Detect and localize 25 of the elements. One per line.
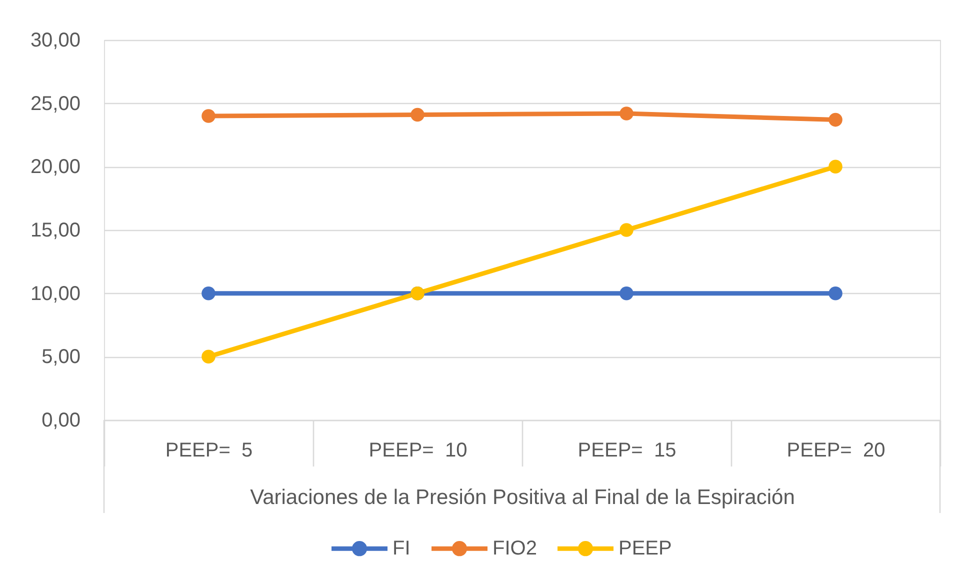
legend-label: FIO2 xyxy=(492,538,537,560)
point xyxy=(202,350,216,364)
y-tick-label: 10,00 xyxy=(30,282,80,305)
x-tick-label: PEEP= 15 xyxy=(578,440,676,462)
x-axis-title: Variaciones de la Presión Positiva al Final de la Espiración xyxy=(250,486,795,510)
point xyxy=(620,286,634,300)
x-tick-label: PEEP= 20 xyxy=(786,440,886,462)
x-tick-label: PEEP= 5 xyxy=(165,440,253,462)
point xyxy=(828,112,842,127)
y-tick-label: 15,00 xyxy=(30,220,80,242)
point xyxy=(828,286,842,300)
x-tick-label: PEEP= 10 xyxy=(368,440,468,462)
legend-label: FI xyxy=(392,538,410,560)
legend-label: PEEP xyxy=(618,538,672,560)
point xyxy=(202,109,216,123)
point xyxy=(620,223,634,237)
point xyxy=(410,108,424,122)
y-tick-label: 30,00 xyxy=(30,30,80,52)
y-tick-label: 25,00 xyxy=(30,92,80,115)
point xyxy=(828,160,842,174)
point xyxy=(620,106,634,120)
y-tick-label: 0,00 xyxy=(42,410,80,432)
point xyxy=(202,286,216,300)
y-tick-label: 20,00 xyxy=(30,156,80,178)
y-tick-label: 5,00 xyxy=(42,346,80,368)
